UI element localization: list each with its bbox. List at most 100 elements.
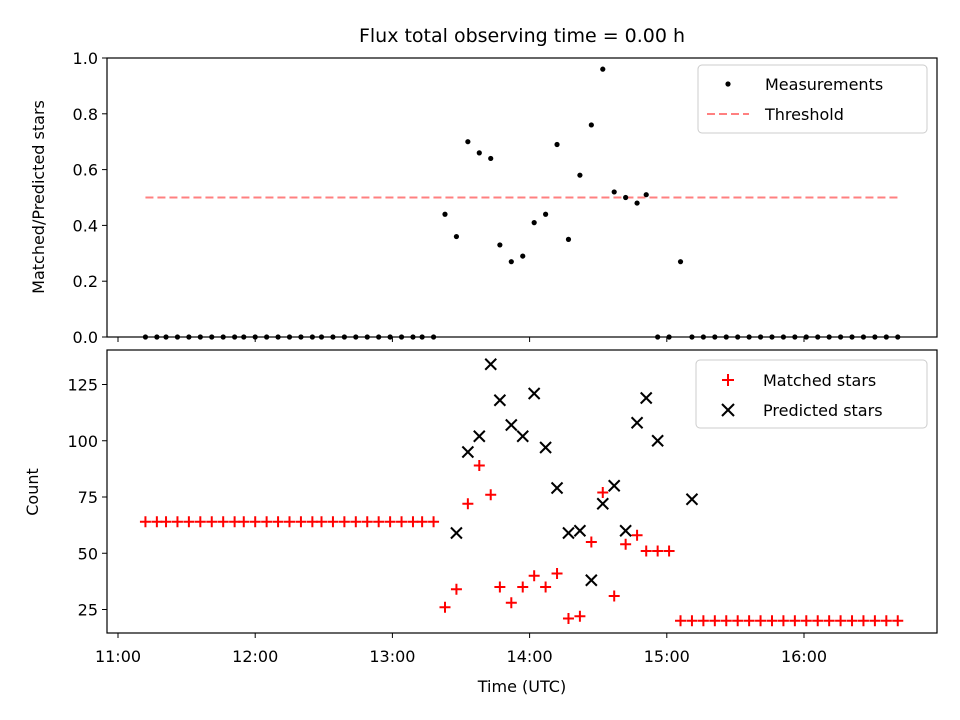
matched-star-point <box>892 615 904 627</box>
predicted-star-point <box>630 416 644 429</box>
matched-star-point <box>295 516 307 528</box>
matched-star-point <box>869 615 881 627</box>
predicted-star-point <box>473 430 486 443</box>
measurement-point <box>497 242 503 248</box>
matched-star-point <box>373 516 385 528</box>
measurement-point <box>643 192 649 198</box>
predicted-star-point <box>619 524 632 537</box>
measurement-point <box>623 194 629 201</box>
bottom-legend: Matched stars Predicted stars <box>695 359 928 429</box>
matched-star-point <box>697 615 709 627</box>
x-tick-label: 15:00 <box>644 647 690 666</box>
matched-star-point <box>562 613 574 624</box>
bottom-y-tick-label: 25 <box>78 601 98 620</box>
matched-star-point <box>743 615 755 627</box>
predicted-star-point <box>607 479 621 492</box>
top-chart-title: Flux total observing time = 0.00 h <box>359 25 685 47</box>
predicted-star-point <box>539 441 552 454</box>
measurement-point <box>465 139 471 145</box>
predicted-star-point <box>685 493 699 506</box>
matched-star-point <box>316 516 328 528</box>
predicted-star-point <box>596 497 609 510</box>
matched-star-point <box>823 615 835 627</box>
matched-star-point <box>160 516 172 528</box>
matched-star-point <box>327 516 339 528</box>
legend-matched-marker <box>722 374 734 386</box>
matched-points <box>139 460 904 627</box>
matched-star-point <box>217 516 229 528</box>
predicted-star-point <box>484 358 497 371</box>
matched-star-point <box>574 610 586 622</box>
x-tick-label: 12:00 <box>232 647 278 666</box>
matched-star-point <box>857 615 869 627</box>
measurement-point <box>531 220 537 226</box>
measurement-point <box>577 172 583 178</box>
bottom-legend-box <box>695 359 928 429</box>
measurement-point <box>565 236 572 242</box>
predicted-points <box>450 358 699 587</box>
matched-star-point <box>473 460 485 471</box>
matched-star-point <box>238 516 250 528</box>
measurement-point <box>543 211 549 217</box>
top-ticks: 0.0 0.2 0.4 0.6 0.8 1.0 <box>73 49 805 347</box>
predicted-star-point <box>573 524 587 537</box>
top-legend-box <box>697 64 928 134</box>
bottom-y-tick-label: 100 <box>67 432 98 451</box>
matched-star-point <box>396 516 408 528</box>
predicted-star-point <box>493 394 507 407</box>
top-y-tick-label: 0.6 <box>73 161 98 180</box>
x-tick-label: 11:00 <box>95 647 141 666</box>
matched-star-point <box>631 529 643 541</box>
matched-star-point <box>663 545 675 557</box>
matched-star-point <box>249 516 261 528</box>
matched-star-point <box>755 615 767 627</box>
matched-star-point <box>640 545 652 557</box>
matched-star-point <box>709 615 721 627</box>
legend-measurements-label: Measurements <box>765 75 883 94</box>
measurement-point <box>600 66 606 72</box>
matched-star-point <box>505 597 517 609</box>
x-tick-label: 13:00 <box>369 647 415 666</box>
matched-star-point <box>261 516 273 528</box>
bottom-y-tick-label: 125 <box>67 376 98 395</box>
measurement-point <box>677 259 684 265</box>
matched-star-point <box>384 516 396 528</box>
predicted-star-point <box>550 481 564 495</box>
matched-star-point <box>597 487 609 498</box>
predicted-star-point <box>562 526 575 540</box>
measurement-point <box>508 259 514 265</box>
matched-star-point <box>766 615 778 627</box>
predicted-star-point <box>527 387 541 400</box>
predicted-star-point <box>505 418 518 432</box>
legend-matched-label: Matched stars <box>763 371 876 390</box>
x-tick-label: 14:00 <box>507 647 553 666</box>
matched-star-point <box>620 538 632 550</box>
predicted-star-point <box>450 526 463 540</box>
top-y-tick-label: 0.8 <box>73 105 98 124</box>
matched-star-point <box>450 583 462 595</box>
matched-star-point <box>800 615 812 627</box>
measurement-point <box>476 150 482 156</box>
bottom-plot-frame <box>106 349 938 634</box>
matched-star-point <box>528 570 540 582</box>
legend-predicted-marker <box>721 403 735 417</box>
measurement-point <box>488 155 494 162</box>
measurement-point <box>520 253 526 259</box>
bottom-panel: Count Time (UTC) 25 50 75 100 125 11:00 12:00 1… <box>23 349 938 696</box>
top-y-tick-label: 0.0 <box>73 328 98 347</box>
top-plot-frame <box>106 57 938 338</box>
measurement-point <box>588 122 594 128</box>
predicted-star-point <box>461 445 475 459</box>
measurement-point <box>634 200 640 206</box>
bottom-y-tick-label: 50 <box>78 544 98 563</box>
bottom-y-axis-label: Count <box>23 468 42 516</box>
matched-star-point <box>551 568 563 579</box>
measurement-point <box>453 233 460 240</box>
matched-star-point <box>517 581 529 593</box>
measurement-point <box>554 141 560 148</box>
matched-star-point <box>686 615 698 627</box>
top-y-axis-label: Matched/Predicted stars <box>29 100 48 294</box>
measurement-point <box>611 189 617 195</box>
matched-star-point <box>675 615 687 627</box>
